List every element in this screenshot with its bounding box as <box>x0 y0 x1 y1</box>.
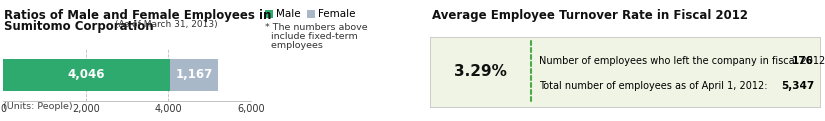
Text: Male: Male <box>276 9 300 19</box>
Text: employees: employees <box>265 41 323 50</box>
Text: 1,167: 1,167 <box>176 68 213 82</box>
Text: Female: Female <box>318 9 356 19</box>
Bar <box>170 59 219 91</box>
Text: 5,347: 5,347 <box>781 81 814 91</box>
Text: Sumitomo Corporation: Sumitomo Corporation <box>4 20 153 33</box>
Text: Ratios of Male and Female Employees in: Ratios of Male and Female Employees in <box>4 9 271 22</box>
Text: (As of March 31, 2013): (As of March 31, 2013) <box>115 20 218 29</box>
Text: include fixed-term: include fixed-term <box>265 32 358 41</box>
Text: Total number of employees as of April 1, 2012:: Total number of employees as of April 1,… <box>540 81 768 91</box>
Bar <box>265 10 273 18</box>
Text: Average Employee Turnover Rate in Fiscal 2012: Average Employee Turnover Rate in Fiscal… <box>432 9 748 22</box>
Text: (Units: People): (Units: People) <box>3 102 73 111</box>
Text: 4,046: 4,046 <box>68 68 106 82</box>
Text: * The numbers above: * The numbers above <box>265 23 368 32</box>
Bar <box>3 59 170 91</box>
Bar <box>307 10 315 18</box>
Text: 176: 176 <box>792 57 814 67</box>
Text: Number of employees who left the company in fiscal 2012:: Number of employees who left the company… <box>540 57 825 67</box>
Text: 3.29%: 3.29% <box>455 64 507 79</box>
